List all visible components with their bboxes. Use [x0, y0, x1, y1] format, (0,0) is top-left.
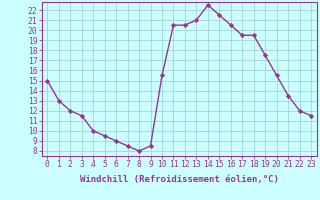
X-axis label: Windchill (Refroidissement éolien,°C): Windchill (Refroidissement éolien,°C) [80, 175, 279, 184]
